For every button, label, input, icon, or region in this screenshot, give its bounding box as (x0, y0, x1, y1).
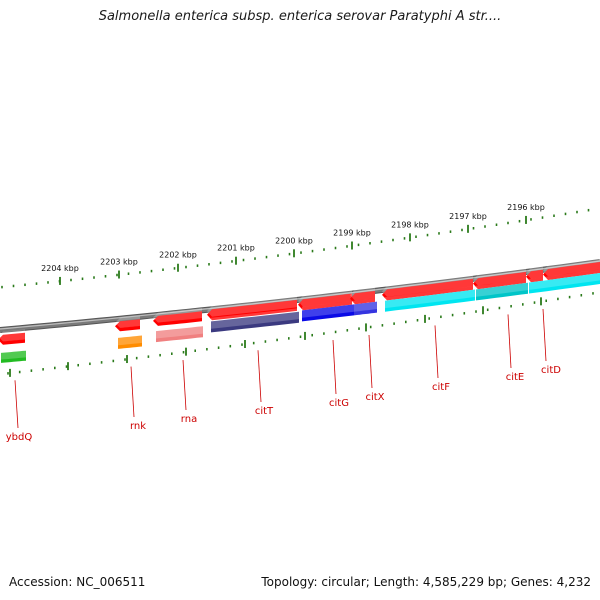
gene-rna-fwd-shine (153, 308, 202, 323)
gene-citF-block (385, 285, 475, 312)
gene-citE-fwd-shine (473, 268, 526, 286)
topology-label: Topology: circular; Length: 4,585,229 bp… (261, 575, 591, 589)
gene-ybdQ-block (1, 347, 26, 363)
gene-rnk-fwd-shine (115, 315, 140, 328)
gene-leader-line (507, 314, 512, 369)
gene-citG-block-body (302, 304, 354, 322)
kbp-label: 2201 kbp (217, 244, 255, 253)
kbp-label: 2200 kbp (275, 236, 313, 245)
kbp-label: 2196 kbp (507, 203, 545, 212)
gene-citX-block-body (354, 301, 377, 316)
gene-leader-line (434, 325, 439, 379)
gene-citF-block-body (385, 289, 475, 312)
gene-next-fwd-body (543, 262, 600, 280)
gene-rna-fwd (153, 308, 202, 326)
gene-citD-fwd-body (526, 269, 543, 283)
gene-label-rnk: rnk (130, 421, 146, 432)
gene-citE-fwd (473, 268, 526, 290)
gene-label-citD: citD (541, 365, 561, 376)
gene-citX-fwd-shine (350, 287, 375, 301)
gene-ybdQ-block-shine (1, 347, 26, 360)
gene-rnk-fwd-body (115, 319, 140, 332)
gene-citX-block (354, 298, 377, 316)
accession-label: Accession: NC_006511 (9, 575, 146, 589)
kbp-label: 2198 kbp (391, 220, 429, 229)
gene-label-citF: citF (432, 382, 450, 393)
kbp-label: 2202 kbp (159, 251, 197, 260)
gene-citE-fwd-body (473, 271, 526, 290)
gene-citG-fwd (298, 290, 352, 311)
gene-citG-block (302, 300, 354, 322)
gene-citG-fwd-shine (298, 290, 352, 307)
gene-citE-block-shine (476, 279, 528, 297)
kbp-label: 2204 kbp (41, 264, 79, 273)
gene-citD-block-body (529, 273, 600, 294)
gene-leader-line (14, 380, 19, 429)
backbone-highlight (0, 260, 600, 330)
gene-citD-block-shine (529, 269, 600, 290)
gene-citD-fwd-shine (526, 266, 543, 279)
gene-leader-line (182, 360, 187, 411)
gene-citT-block (211, 308, 299, 333)
gene-rna-block-shine (156, 322, 203, 339)
gene-citT-block-shine (211, 308, 299, 329)
gene-label-ybdQ: ybdQ (6, 432, 33, 443)
gene-rna-fwd-body (153, 311, 202, 326)
gene-next-fwd (543, 258, 600, 280)
kbp-label: 2197 kbp (449, 212, 487, 221)
gene-label-citG: citG (329, 398, 349, 409)
gene-citD-fwd (526, 266, 543, 283)
gene-label-citX: citX (365, 392, 384, 403)
gene-leader-line (257, 350, 262, 403)
gene-citE-block-body (476, 282, 528, 301)
gene-ybdQ-block-body (1, 350, 26, 363)
backbone (0, 260, 600, 332)
gene-citE-block (476, 279, 528, 301)
gene-rna-block-body (156, 326, 203, 343)
gene-citG-block-shine (302, 300, 354, 318)
gene-rna-block (156, 322, 203, 343)
gene-label-citE: citE (506, 372, 525, 383)
gene-citD-block (529, 269, 600, 294)
gene-leader-line (368, 334, 373, 389)
gene-leader-line (542, 309, 547, 362)
gene-citT-fwd (207, 296, 297, 321)
gene-citF-fwd-shine (382, 275, 473, 297)
gene-citT-block-body (211, 311, 299, 333)
gene-citF-fwd (382, 275, 473, 301)
gene-leader-line (332, 340, 337, 395)
gene-citF-fwd-body (382, 278, 473, 301)
gene-rnk-fwd (115, 315, 140, 332)
kbp-label: 2203 kbp (100, 258, 138, 267)
map-title: Salmonella enterica subsp. enterica sero… (98, 9, 502, 24)
gene-citX-fwd-body (350, 290, 375, 305)
gene-next-fwd-shine (543, 258, 600, 277)
gene-label-rna: rna (181, 414, 197, 425)
gene-ybdQ-fwd-body (0, 332, 25, 345)
gene-rnk-block-shine (118, 331, 142, 346)
gene-ybdQ-fwd-shine (0, 329, 25, 342)
gene-citX-fwd (350, 287, 375, 305)
gene-rnk-block-body (118, 335, 142, 349)
gene-label-citT: citT (255, 406, 274, 417)
gene-citF-block-shine (385, 285, 475, 309)
gene-citT-fwd-body (207, 299, 297, 321)
kbp-label: 2199 kbp (333, 229, 371, 238)
gene-rnk-block (118, 331, 142, 349)
gene-citG-fwd-body (298, 293, 352, 311)
gene-citT-fwd-shine (207, 296, 297, 317)
gene-citX-block-shine (354, 298, 377, 312)
gene-leader-line (130, 366, 135, 418)
gene-ybdQ-fwd (0, 329, 25, 345)
